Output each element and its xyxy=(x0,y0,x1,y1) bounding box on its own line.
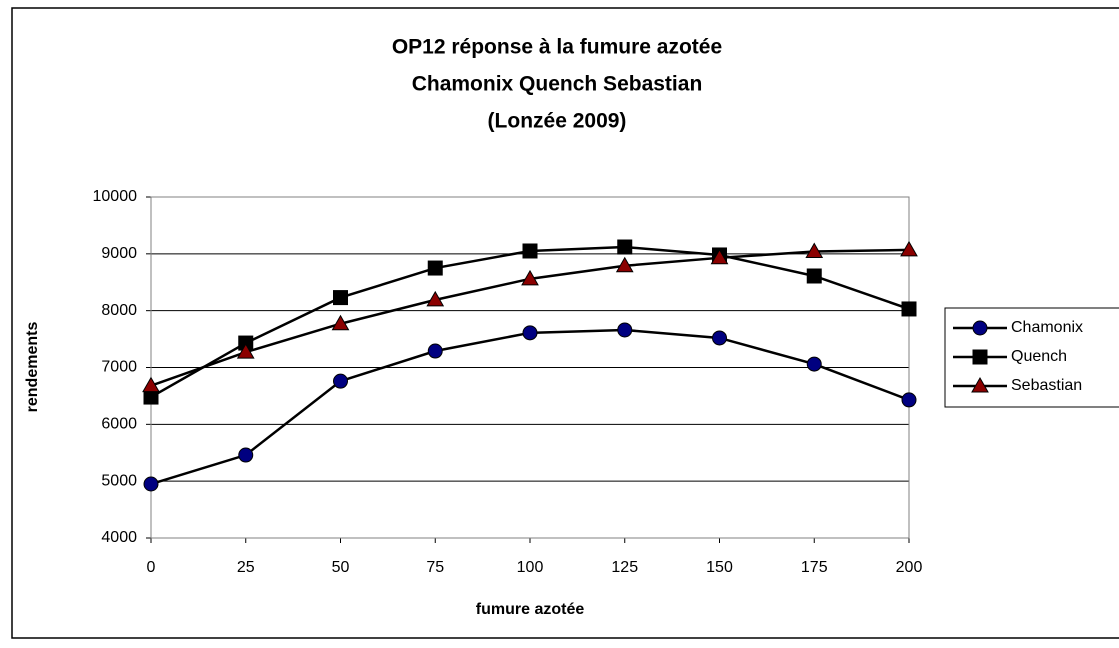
y-tick-label: 6000 xyxy=(101,416,137,433)
marker xyxy=(521,269,539,286)
marker xyxy=(142,376,160,393)
marker xyxy=(900,240,918,257)
y-axis-title: rendements xyxy=(24,322,41,413)
marker xyxy=(617,322,633,338)
x-tick-label: 150 xyxy=(706,559,733,576)
marker xyxy=(710,248,729,265)
marker xyxy=(426,290,445,307)
x-tick-label: 50 xyxy=(332,559,350,576)
y-tick-label: 4000 xyxy=(101,529,137,546)
marker xyxy=(971,376,989,393)
marker xyxy=(901,301,917,317)
chart-title: Chamonix Quench Sebastian xyxy=(412,73,703,96)
marker xyxy=(901,392,917,408)
marker xyxy=(143,476,159,492)
marker xyxy=(238,447,254,463)
marker xyxy=(972,320,988,336)
marker xyxy=(806,268,822,284)
x-tick-label: 0 xyxy=(147,559,156,576)
marker xyxy=(236,343,255,359)
marker xyxy=(333,290,348,306)
y-tick-label: 7000 xyxy=(101,359,137,376)
x-axis-title: fumure azotée xyxy=(476,601,585,618)
y-tick-label: 5000 xyxy=(101,472,137,489)
x-tick-label: 200 xyxy=(896,559,923,576)
legend-label: Chamonix xyxy=(1011,319,1083,336)
y-tick-label: 9000 xyxy=(101,245,137,262)
marker xyxy=(522,325,538,341)
marker xyxy=(522,243,538,259)
marker xyxy=(331,314,350,331)
marker xyxy=(712,330,727,346)
y-tick-label: 10000 xyxy=(93,188,138,205)
legend-label: Sebastian xyxy=(1011,377,1082,394)
y-tick-label: 8000 xyxy=(101,302,137,319)
marker xyxy=(805,242,824,259)
x-tick-label: 25 xyxy=(237,559,255,576)
marker xyxy=(617,239,633,255)
marker xyxy=(972,349,988,365)
marker xyxy=(333,373,348,389)
marker xyxy=(427,260,443,276)
marker xyxy=(806,356,822,372)
chart-title: (Lonzée 2009) xyxy=(488,110,627,133)
legend-label: Quench xyxy=(1011,348,1067,365)
x-tick-label: 100 xyxy=(517,559,544,576)
x-tick-label: 125 xyxy=(611,559,638,576)
marker xyxy=(427,343,443,359)
x-tick-label: 175 xyxy=(801,559,828,576)
chart-title: OP12 réponse à la fumure azotée xyxy=(392,36,722,59)
marker xyxy=(615,256,634,273)
chart-border xyxy=(11,7,1119,639)
x-tick-label: 75 xyxy=(426,559,444,576)
plot-area xyxy=(150,196,910,539)
